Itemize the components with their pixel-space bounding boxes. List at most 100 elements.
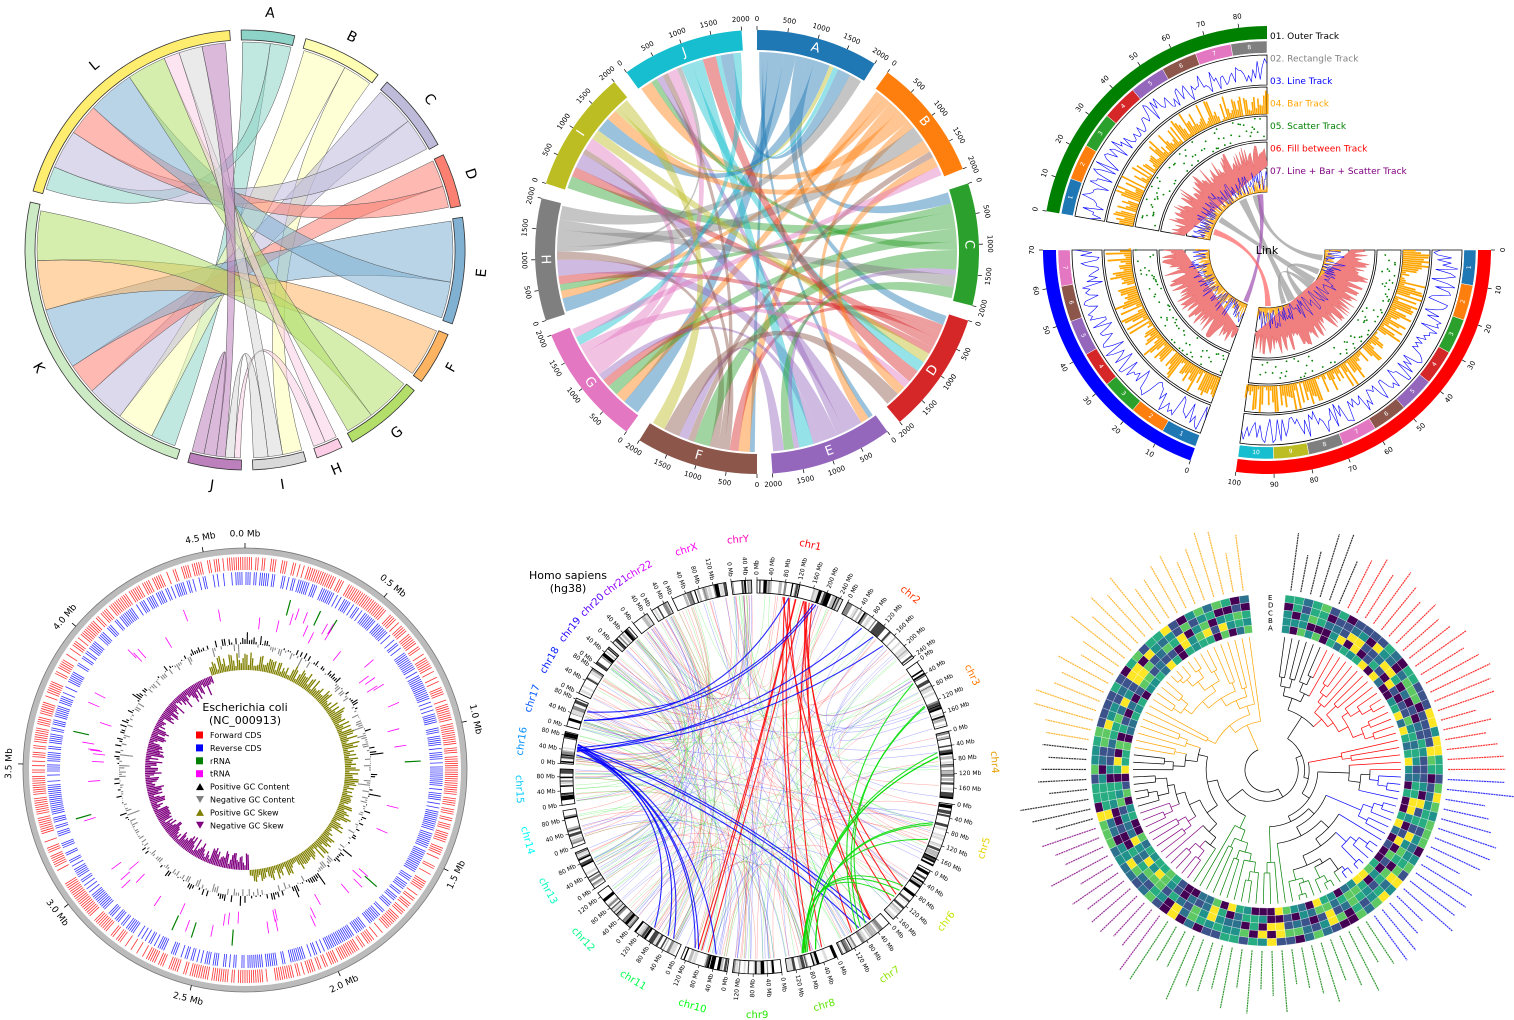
tick-mark [874,60,878,64]
bar [1345,359,1356,373]
reverse-cds [421,825,434,831]
forward-cds [280,560,284,574]
gc-content-bar [131,714,135,717]
tick-mark [1348,458,1351,463]
cytoband [867,619,877,631]
reverse-cds [377,631,388,642]
sector-label-B: B [344,28,360,47]
tree-branch [1226,859,1240,898]
gc-skew-bar [163,710,172,717]
combo-bar [1238,300,1240,303]
gc-skew-bar [199,848,206,860]
forward-cds [357,593,366,605]
gc-skew-bar [167,705,179,715]
heatmap-cell [1091,745,1101,756]
bar [1254,385,1258,410]
bar [1159,346,1173,360]
gc-skew-bar [275,864,281,879]
reverse-cds [90,645,101,655]
reverse-cds [95,891,106,901]
sector-G [346,383,415,443]
scatter-point [1297,360,1300,363]
reverse-cds [222,953,226,967]
combo-bar [1214,217,1218,221]
reverse-cds [424,814,438,819]
forward-cds [206,966,210,980]
combo-bar [1249,187,1252,195]
gc-content-bar [364,728,371,732]
gc-skew-bar [221,857,226,868]
forward-cds [38,817,51,822]
gc-content-bar [130,822,133,824]
cytoband [828,595,837,609]
forward-cds [32,754,46,756]
tick-mark [956,349,961,352]
trna [137,648,147,659]
tick-label: 120 Mb [733,978,742,1001]
forward-cds [438,716,452,721]
cytoband [932,831,946,838]
tree-branch [1369,779,1379,781]
reverse-cds [62,842,75,849]
gc-skew-bar [147,745,163,751]
forward-cds [72,644,84,653]
reverse-cds [427,737,441,741]
gc-skew-bar [328,823,343,834]
forward-cds [187,564,192,578]
gc-skew-bar [320,693,333,705]
forward-cds [431,693,444,699]
forward-cds [34,738,48,742]
combo-bar [1279,306,1282,310]
cytoband [940,782,954,785]
combo-bar [1254,180,1257,193]
tick-mark [860,447,864,452]
combo-bar [1262,307,1264,313]
gc-skew-bar [304,679,314,691]
legend-label: Forward CDS [210,731,262,740]
rectangle-number: 2 [1459,299,1467,305]
tick-label: 0 Mb [547,718,563,729]
forward-cds [47,845,60,851]
gc-content-bar [163,865,166,867]
tree-branch [1202,701,1209,709]
heatmap-cell [1258,907,1268,916]
reverse-cds [270,573,274,587]
reverse-cds [190,947,195,961]
tree-branch [1133,775,1156,778]
link-line [597,678,910,865]
leaf-label [1082,640,1120,667]
link-line [605,631,694,879]
reverse-cds [59,699,73,705]
scatter-point [1357,319,1359,321]
link-J-J [191,351,227,457]
scatter-point [1365,307,1368,309]
combo-bar [1215,208,1223,214]
cytoband [858,928,869,942]
combo-bar [1268,307,1271,324]
heatmap-cell [1115,739,1125,750]
tick-mark [569,125,574,129]
scatter-point [1394,263,1396,266]
gc-content-bar [148,688,153,693]
reverse-cds [376,630,387,641]
tree-branch [1370,718,1392,728]
reverse-cds [384,891,395,901]
forward-cds [255,969,257,983]
combo-bar [1219,213,1222,215]
heatmap-cell [1419,773,1428,784]
link-I-D [592,130,930,363]
link-line [705,602,933,826]
bar [1125,182,1145,193]
cytoband [567,827,581,833]
leaf-label [1064,846,1104,866]
link-line [639,596,779,916]
cytoband [600,655,612,665]
forward-cds [440,725,454,729]
gc-content-bar [296,655,299,659]
reverse-cds [101,897,112,907]
combo-bar [1207,237,1211,239]
trna [272,909,276,922]
rectangle-number: 5 [1409,387,1417,395]
scatter-point [1200,363,1202,366]
forward-cds [149,948,157,961]
